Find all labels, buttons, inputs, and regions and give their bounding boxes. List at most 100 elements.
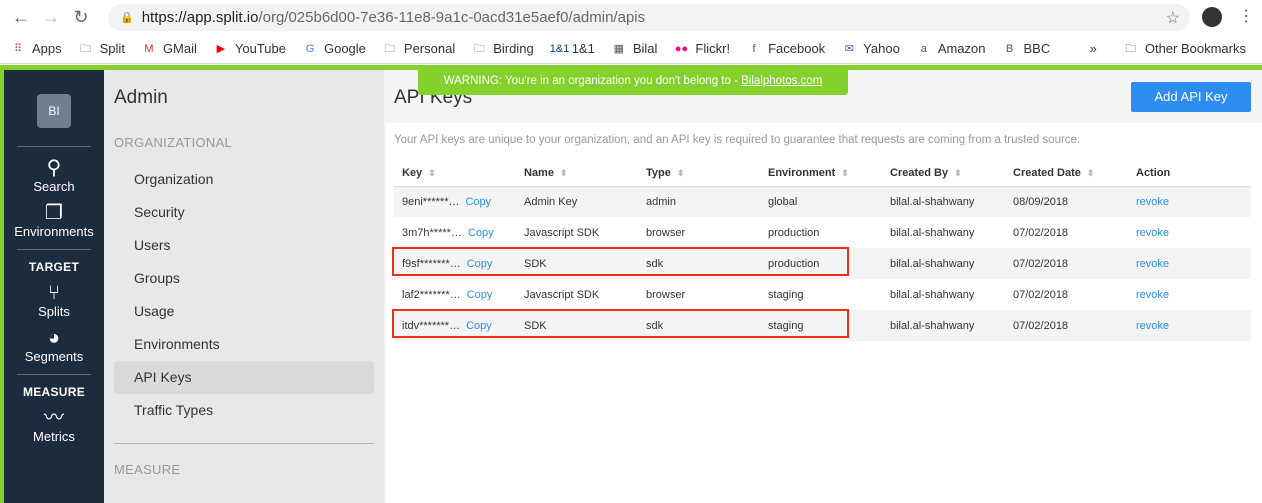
bookmark-youtube[interactable]: ▶ YouTube <box>213 41 286 56</box>
copy-link[interactable]: Copy <box>466 319 492 332</box>
1and1-icon: 1&1 <box>549 42 570 55</box>
bookmark-yahoo[interactable]: ✉ Yahoo <box>841 41 900 56</box>
copy-link[interactable]: Copy <box>466 288 493 301</box>
column-header-created-by[interactable]: Created By ⬍ <box>882 160 1005 187</box>
sort-icon[interactable]: ⬍ <box>1086 167 1095 178</box>
bookmark-split[interactable]: 🗀 Split <box>78 41 125 56</box>
type-cell: sdk <box>638 310 760 341</box>
revoke-link[interactable]: revoke <box>1136 195 1170 208</box>
sort-icon[interactable]: ⬍ <box>841 167 849 178</box>
sidebar-item-usage[interactable]: Usage <box>134 303 175 319</box>
add-api-key-button[interactable]: Add API Key <box>1131 82 1251 112</box>
org-badge[interactable]: BI <box>37 94 71 128</box>
bbc-icon: B <box>1005 42 1014 55</box>
revoke-link[interactable]: revoke <box>1136 319 1170 332</box>
sidebar-item-traffic-types[interactable]: Traffic Types <box>134 402 214 418</box>
bookmark-google[interactable]: G Google <box>302 41 366 56</box>
key-cell: 9eni******… Copy <box>394 186 516 217</box>
sort-icon[interactable]: ⬍ <box>428 167 436 178</box>
copy-link[interactable]: Copy <box>466 257 493 270</box>
sidebar-item-users[interactable]: Users <box>134 237 171 253</box>
created-by-cell: bilal.al-shahwany <box>882 310 1005 341</box>
environments-icon: ❐ <box>45 202 63 224</box>
bookmark-bilal[interactable]: ▦ Bilal <box>611 41 658 56</box>
revoke-link[interactable]: revoke <box>1136 288 1170 301</box>
bookmark-amazon[interactable]: a Amazon <box>916 41 986 56</box>
key-cell: itdv*******… Copy <box>394 310 516 341</box>
divider <box>17 374 91 375</box>
revoke-link[interactable]: revoke <box>1136 226 1170 239</box>
created-by-cell: bilal.al-shahwany <box>890 288 975 301</box>
action-cell: revoke <box>1128 217 1251 248</box>
reload-icon[interactable]: ↻ <box>73 6 89 27</box>
bookmark-star-icon[interactable]: ☆ <box>1165 9 1180 27</box>
menu-icon[interactable]: ⋮ <box>1238 8 1254 25</box>
key-cell: laf2*******… Copy <box>394 279 516 310</box>
bookmark-personal[interactable]: 🗀 Personal <box>382 41 455 56</box>
api-keys-table: Key ⬍ Name ⬍ Type ⬍ Environment ⬍ Created By ⬍ Cre… <box>394 160 1251 341</box>
sort-icon[interactable]: ⬍ <box>559 167 568 178</box>
column-header-created-date[interactable]: Created Date ⬍ <box>1005 160 1128 187</box>
revoke-link[interactable]: revoke <box>1136 257 1170 270</box>
org-link[interactable]: Bilalphotos.com <box>741 75 823 87</box>
google-icon: G <box>305 42 315 55</box>
amazon-icon: a <box>920 42 927 55</box>
sidebar-item-security[interactable]: Security <box>134 204 185 220</box>
bookmark-1-1[interactable]: 1&1 1&1 <box>549 41 595 56</box>
url-path: /org/025b6d00-7e36-11e8-9a1c-0acd31e5aef… <box>258 9 646 26</box>
sort-icon[interactable]: ⬍ <box>954 167 962 178</box>
nav-splits[interactable]: ⑂ Splits <box>4 282 104 319</box>
environment-cell: production <box>768 226 820 239</box>
created-date-cell: 07/02/2018 <box>1005 310 1128 341</box>
flickr-icon: ●● <box>674 42 689 55</box>
highlight-box <box>392 309 849 338</box>
more-bookmarks-button[interactable]: » <box>1089 41 1097 56</box>
masked-key: laf2*******… <box>402 288 461 301</box>
other-bookmarks[interactable]: 🗀 Other Bookmarks <box>1123 41 1246 56</box>
url-host: https://app.split.io <box>141 9 259 26</box>
bookmark-bbc[interactable]: B BBC <box>1002 41 1050 56</box>
column-header-name[interactable]: Name ⬍ <box>516 160 638 187</box>
sidebar-item-organization[interactable]: Organization <box>134 171 214 187</box>
org-warning-banner: WARNING: You're in an organization you d… <box>418 70 848 95</box>
api-keys-panel: Your API keys are unique to your organiz… <box>386 123 1262 503</box>
nav-section-measure: MEASURE <box>22 385 86 399</box>
nav-segments[interactable]: ◕ Segments <box>4 327 104 364</box>
environment-cell: production <box>760 248 882 279</box>
bookmark-gmail[interactable]: M GMail <box>141 41 197 56</box>
name-cell: SDK <box>516 310 638 341</box>
sidebar-item-api-keys[interactable]: API Keys <box>114 361 374 394</box>
bookmark-apps[interactable]: ⠿ Apps <box>10 41 62 56</box>
copy-link[interactable]: Copy <box>467 226 494 239</box>
table-row: 3m7h*****… Copy Javascript SDK browser produ… <box>394 217 1251 248</box>
segments-icon: ◕ <box>47 327 61 349</box>
column-header-key[interactable]: Key ⬍ <box>394 160 516 187</box>
sidebar-item-environments[interactable]: Environments <box>134 336 220 352</box>
address-bar[interactable]: 🔒 https://app.split.io/org/025b6d00-7e36… <box>108 4 1190 31</box>
bookmark-facebook[interactable]: f Facebook <box>746 41 826 56</box>
column-header-type[interactable]: Type ⬍ <box>638 160 760 187</box>
table-row: itdv*******… Copy SDK sdk staging bilal.al-sh… <box>394 310 1251 341</box>
copy-link[interactable]: Copy <box>465 195 492 208</box>
lock-icon: 🔒 <box>120 12 134 24</box>
action-cell: revoke <box>1128 310 1251 341</box>
bookmark-birding[interactable]: 🗀 Birding <box>471 41 534 56</box>
nav-section-target: TARGET <box>28 260 80 274</box>
forward-icon[interactable]: → <box>42 6 60 27</box>
nav-search[interactable]: ⚲ Search <box>4 157 104 194</box>
type-cell: sdk <box>638 248 760 279</box>
sidebar-item-groups[interactable]: Groups <box>134 270 180 286</box>
sort-icon[interactable]: ⬍ <box>676 167 685 178</box>
nav-environments[interactable]: ❐ Environments <box>4 202 104 239</box>
profile-avatar[interactable] <box>1202 7 1222 27</box>
facebook-icon: f <box>752 42 756 55</box>
bookmarks-bar: ⠿ Apps 🗀 Split M GMail ▶ YouTube G Google 🗀 Persona… <box>0 34 1262 64</box>
folder-icon: 🗀 <box>384 42 396 55</box>
created-date-cell: 07/02/2018 <box>1005 248 1128 279</box>
back-icon[interactable]: ← <box>12 6 30 27</box>
folder-icon: 🗀 <box>1125 42 1137 55</box>
nav-metrics[interactable]: 〰 Metrics <box>4 407 104 444</box>
bookmark-flickr-[interactable]: ●● Flickr! <box>674 41 731 56</box>
column-header-environment[interactable]: Environment ⬍ <box>760 160 882 187</box>
name-cell: Admin Key <box>516 186 638 217</box>
